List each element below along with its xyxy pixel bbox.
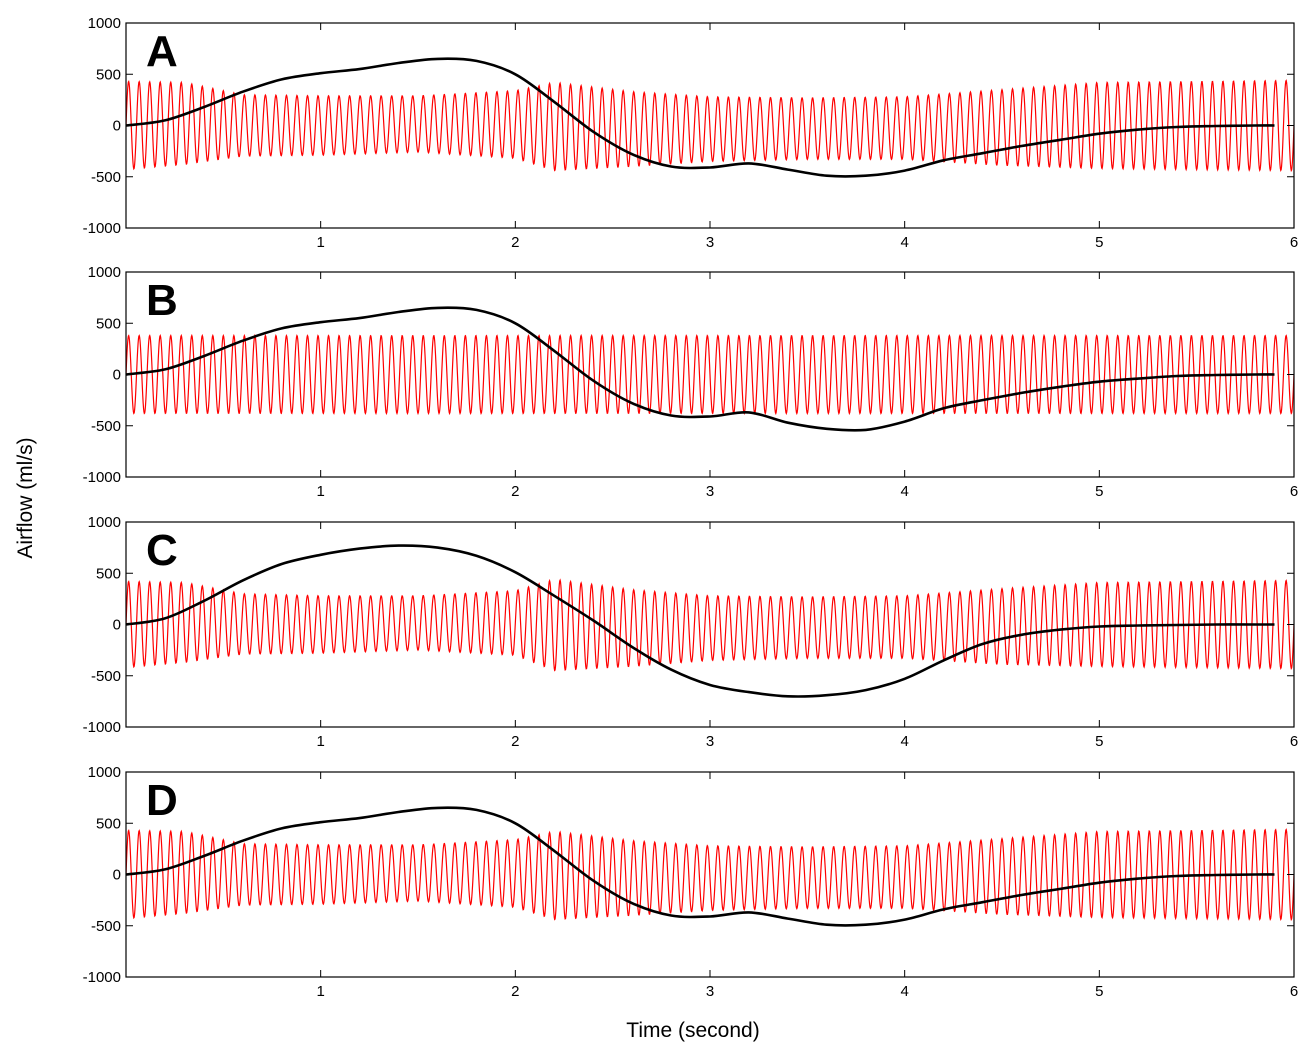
x-tick-label: 2 <box>511 234 519 251</box>
y-tick-label: 0 <box>113 367 121 384</box>
y-tick-label: 500 <box>96 66 121 83</box>
x-tick-label: 2 <box>511 983 519 1000</box>
y-tick-label: -1000 <box>83 719 121 736</box>
x-tick-label: 3 <box>706 234 714 251</box>
x-tick-label: 5 <box>1095 983 1103 1000</box>
breathing-flow-line-d <box>126 806 1275 927</box>
panel-c: 1 2 3 4 5 6 1000 500 0 -500 -1000 C <box>83 514 1298 750</box>
x-tick-label: 6 <box>1290 983 1298 1000</box>
y-tick-label: 1000 <box>88 15 121 32</box>
panel-label: B <box>146 276 178 325</box>
x-tick-label: 4 <box>900 234 908 251</box>
y-tick-label: 1000 <box>88 514 121 531</box>
y-tick-label: -1000 <box>83 969 121 986</box>
x-tick-label: 1 <box>316 983 324 1000</box>
x-tick-label: 6 <box>1290 234 1298 251</box>
oscillatory-flow-line-b <box>126 333 1294 416</box>
panel-a: 1 2 3 4 5 6 1000 500 0 -500 -1000 A <box>83 15 1298 251</box>
y-tick-label: -1000 <box>83 469 121 486</box>
x-tick-label: 3 <box>706 733 714 750</box>
breathing-flow-line-b <box>126 306 1275 432</box>
y-tick-label: -500 <box>91 169 121 186</box>
x-axis-label: Time (second) <box>626 1019 759 1042</box>
panel-label: C <box>146 526 178 575</box>
y-tick-label: -500 <box>91 668 121 685</box>
breathing-flow-line-c <box>126 544 1275 698</box>
oscillatory-flow-line-a <box>126 79 1294 173</box>
x-tick-label: 5 <box>1095 733 1103 750</box>
x-tick-label: 4 <box>900 483 908 500</box>
x-tick-label: 6 <box>1290 733 1298 750</box>
y-tick-label: 1000 <box>88 264 121 281</box>
y-tick-label: -500 <box>91 418 121 435</box>
y-tick-label: 0 <box>113 118 121 135</box>
x-tick-label: 2 <box>511 483 519 500</box>
y-tick-label: 0 <box>113 617 121 634</box>
y-tick-label: 500 <box>96 815 121 832</box>
x-tick-label: 1 <box>316 733 324 750</box>
x-tick-label: 6 <box>1290 483 1298 500</box>
x-tick-label: 1 <box>316 234 324 251</box>
y-tick-label: -1000 <box>83 220 121 237</box>
y-tick-label: 500 <box>96 565 121 582</box>
y-axis-label: Airflow (ml/s) <box>14 437 37 558</box>
panel-label: A <box>146 27 178 76</box>
panel-b: 1 2 3 4 5 6 1000 500 0 -500 -1000 B <box>83 264 1298 500</box>
oscillatory-flow-line-c <box>126 578 1294 672</box>
breathing-flow-line-a <box>126 57 1275 178</box>
y-tick-label: 500 <box>96 315 121 332</box>
y-tick-label: 1000 <box>88 764 121 781</box>
panel-label: D <box>146 776 178 825</box>
x-tick-label: 4 <box>900 733 908 750</box>
panel-d: 1 2 3 4 5 6 1000 500 0 -500 -1000 D <box>83 764 1298 1000</box>
x-tick-label: 5 <box>1095 483 1103 500</box>
x-tick-label: 3 <box>706 983 714 1000</box>
x-tick-label: 3 <box>706 483 714 500</box>
x-tick-label: 5 <box>1095 234 1103 251</box>
y-tick-label: 0 <box>113 867 121 884</box>
y-tick-label: -500 <box>91 918 121 935</box>
x-tick-label: 1 <box>316 483 324 500</box>
x-tick-label: 2 <box>511 733 519 750</box>
x-tick-label: 4 <box>900 983 908 1000</box>
oscillatory-flow-line-d <box>126 828 1294 922</box>
